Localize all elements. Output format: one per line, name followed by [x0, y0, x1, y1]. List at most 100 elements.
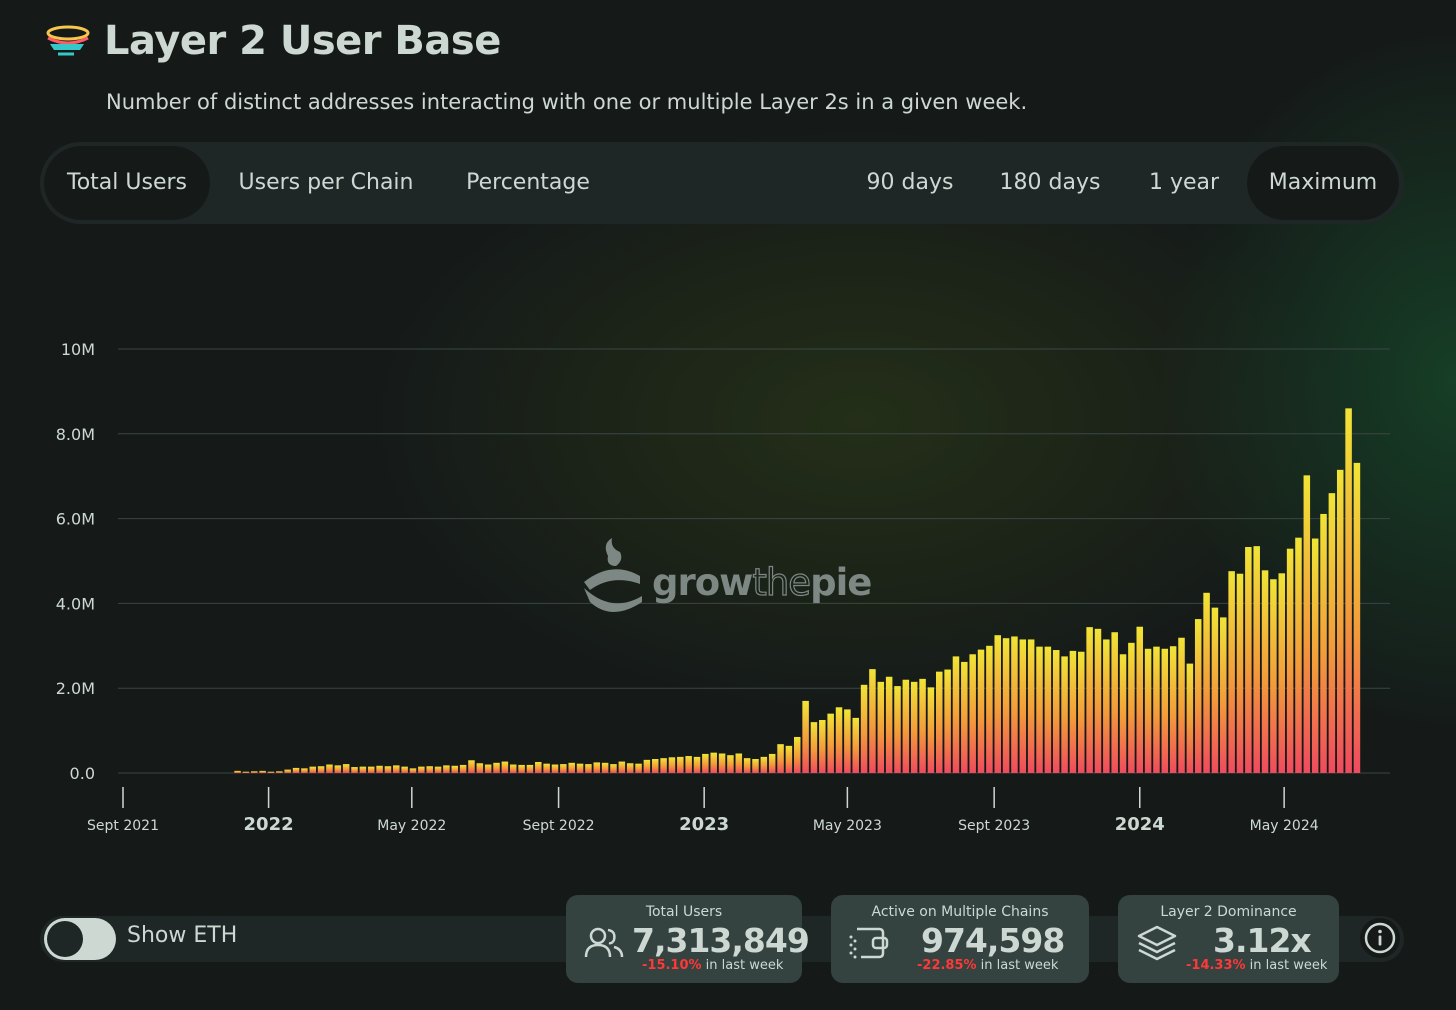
bar[interactable] — [1295, 537, 1302, 773]
bar[interactable] — [1002, 638, 1010, 773]
bar[interactable] — [535, 761, 542, 773]
bar[interactable] — [1345, 408, 1352, 773]
bar[interactable] — [1311, 538, 1319, 773]
bar[interactable] — [952, 656, 960, 773]
bar[interactable] — [451, 765, 459, 773]
bar[interactable] — [902, 679, 910, 773]
bar[interactable] — [1169, 646, 1177, 773]
bar[interactable] — [651, 759, 659, 773]
bar[interactable] — [885, 676, 893, 773]
bar[interactable] — [585, 764, 592, 773]
bar[interactable] — [1203, 592, 1210, 773]
bar[interactable] — [568, 762, 575, 773]
bar[interactable] — [1111, 632, 1118, 773]
info-button[interactable] — [1360, 918, 1400, 958]
bar[interactable] — [1078, 651, 1085, 773]
bar[interactable] — [560, 764, 567, 773]
bar[interactable] — [1144, 648, 1152, 773]
bar[interactable] — [1261, 570, 1269, 773]
bar[interactable] — [1178, 637, 1185, 773]
bar[interactable] — [1186, 663, 1194, 773]
bar[interactable] — [877, 681, 885, 773]
bar[interactable] — [702, 753, 709, 773]
bar[interactable] — [526, 764, 534, 773]
bar[interactable] — [384, 766, 392, 773]
bar[interactable] — [626, 763, 634, 773]
tab-users-per-chain[interactable]: Users per Chain — [238, 170, 414, 195]
bar[interactable] — [986, 645, 993, 773]
bar[interactable] — [660, 758, 667, 773]
bar[interactable] — [234, 770, 241, 773]
bar[interactable] — [426, 766, 433, 773]
bar[interactable] — [1211, 607, 1219, 773]
bar[interactable] — [969, 654, 976, 773]
bar[interactable] — [910, 681, 918, 773]
bar[interactable] — [1036, 646, 1043, 773]
bar[interactable] — [593, 762, 601, 773]
bar[interactable] — [409, 768, 417, 773]
bar[interactable] — [468, 760, 475, 773]
bar[interactable] — [251, 771, 258, 773]
bar[interactable] — [1086, 627, 1093, 773]
bar[interactable] — [1353, 462, 1361, 773]
bar[interactable] — [267, 771, 275, 773]
bar[interactable] — [509, 764, 517, 773]
bar[interactable] — [284, 769, 291, 773]
bar[interactable] — [852, 717, 859, 773]
bar[interactable] — [518, 764, 525, 773]
bar[interactable] — [376, 765, 383, 773]
bar[interactable] — [551, 764, 559, 773]
bar[interactable] — [727, 755, 734, 773]
bar[interactable] — [242, 771, 250, 773]
tab-180-days[interactable]: 180 days — [999, 170, 1101, 195]
bar[interactable] — [1270, 579, 1277, 773]
tab-maximum[interactable]: Maximum — [1247, 146, 1399, 220]
bar[interactable] — [1094, 628, 1102, 773]
bar[interactable] — [1336, 469, 1344, 773]
bar[interactable] — [977, 649, 985, 773]
bar[interactable] — [743, 758, 751, 773]
bar[interactable] — [927, 687, 935, 773]
tab-total-users[interactable]: Total Users — [44, 146, 210, 220]
bar[interactable] — [359, 766, 367, 773]
bar[interactable] — [785, 745, 793, 773]
bar[interactable] — [1136, 626, 1144, 773]
bar[interactable] — [317, 766, 325, 773]
bar[interactable] — [919, 678, 926, 773]
bar[interactable] — [869, 669, 876, 773]
bar[interactable] — [961, 661, 968, 773]
bar[interactable] — [1119, 654, 1127, 773]
bar[interactable] — [276, 771, 283, 773]
bar[interactable] — [459, 764, 467, 773]
bar[interactable] — [894, 686, 901, 773]
bar[interactable] — [752, 759, 759, 773]
bar[interactable] — [860, 684, 868, 773]
bar[interactable] — [292, 767, 300, 773]
bar[interactable] — [1011, 636, 1018, 773]
bar[interactable] — [1194, 619, 1202, 773]
bar[interactable] — [618, 761, 626, 773]
bar[interactable] — [334, 765, 342, 773]
bar[interactable] — [259, 770, 266, 773]
bar[interactable] — [693, 756, 701, 773]
bar[interactable] — [1253, 546, 1260, 773]
bar[interactable] — [1027, 639, 1035, 773]
bar[interactable] — [443, 765, 450, 773]
bar[interactable] — [827, 713, 834, 773]
bar[interactable] — [1220, 617, 1227, 773]
bar[interactable] — [1044, 646, 1052, 773]
bar[interactable] — [1019, 639, 1027, 773]
bar[interactable] — [802, 700, 809, 773]
bar[interactable] — [543, 763, 550, 773]
bar[interactable] — [768, 753, 776, 773]
bar[interactable] — [718, 753, 726, 774]
bar[interactable] — [418, 766, 425, 773]
tab-90-days[interactable]: 90 days — [866, 170, 954, 195]
bar[interactable] — [1236, 573, 1244, 773]
bar[interactable] — [326, 764, 333, 773]
bar[interactable] — [835, 707, 843, 773]
bar[interactable] — [635, 763, 642, 773]
bar[interactable] — [735, 753, 743, 774]
tab-1-year[interactable]: 1 year — [1148, 170, 1220, 195]
bar[interactable] — [476, 763, 484, 773]
